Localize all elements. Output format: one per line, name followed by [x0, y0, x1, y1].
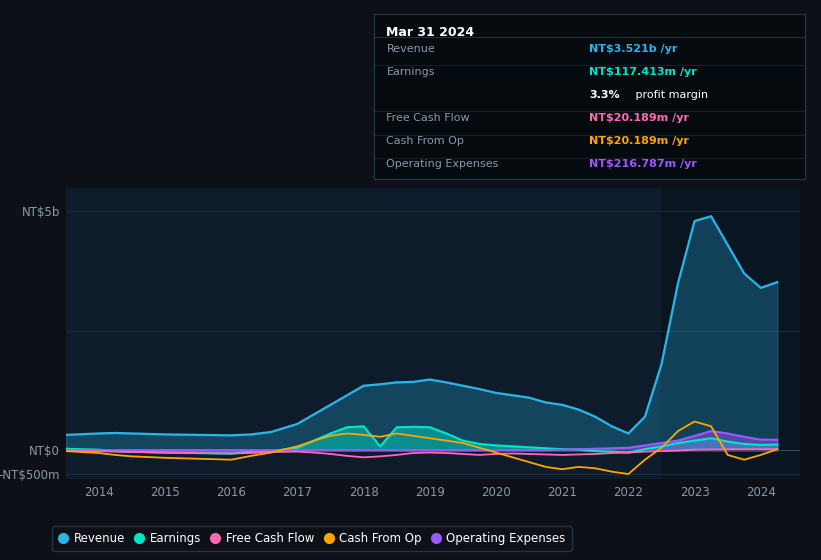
Text: profit margin: profit margin	[632, 90, 709, 100]
Text: NT$117.413m /yr: NT$117.413m /yr	[589, 67, 697, 77]
Text: NT$20.189m /yr: NT$20.189m /yr	[589, 136, 689, 146]
Text: Revenue: Revenue	[387, 44, 435, 54]
Legend: Revenue, Earnings, Free Cash Flow, Cash From Op, Operating Expenses: Revenue, Earnings, Free Cash Flow, Cash …	[53, 526, 571, 551]
Text: Free Cash Flow: Free Cash Flow	[387, 113, 470, 123]
Text: NT$20.189m /yr: NT$20.189m /yr	[589, 113, 689, 123]
Text: Earnings: Earnings	[387, 67, 435, 77]
Text: Operating Expenses: Operating Expenses	[387, 160, 499, 169]
Text: 3.3%: 3.3%	[589, 90, 620, 100]
Text: Mar 31 2024: Mar 31 2024	[387, 26, 475, 39]
Bar	[662, 188, 800, 479]
Text: NT$3.521b /yr: NT$3.521b /yr	[589, 44, 677, 54]
Text: Cash From Op: Cash From Op	[387, 136, 465, 146]
Text: NT$216.787m /yr: NT$216.787m /yr	[589, 160, 697, 169]
